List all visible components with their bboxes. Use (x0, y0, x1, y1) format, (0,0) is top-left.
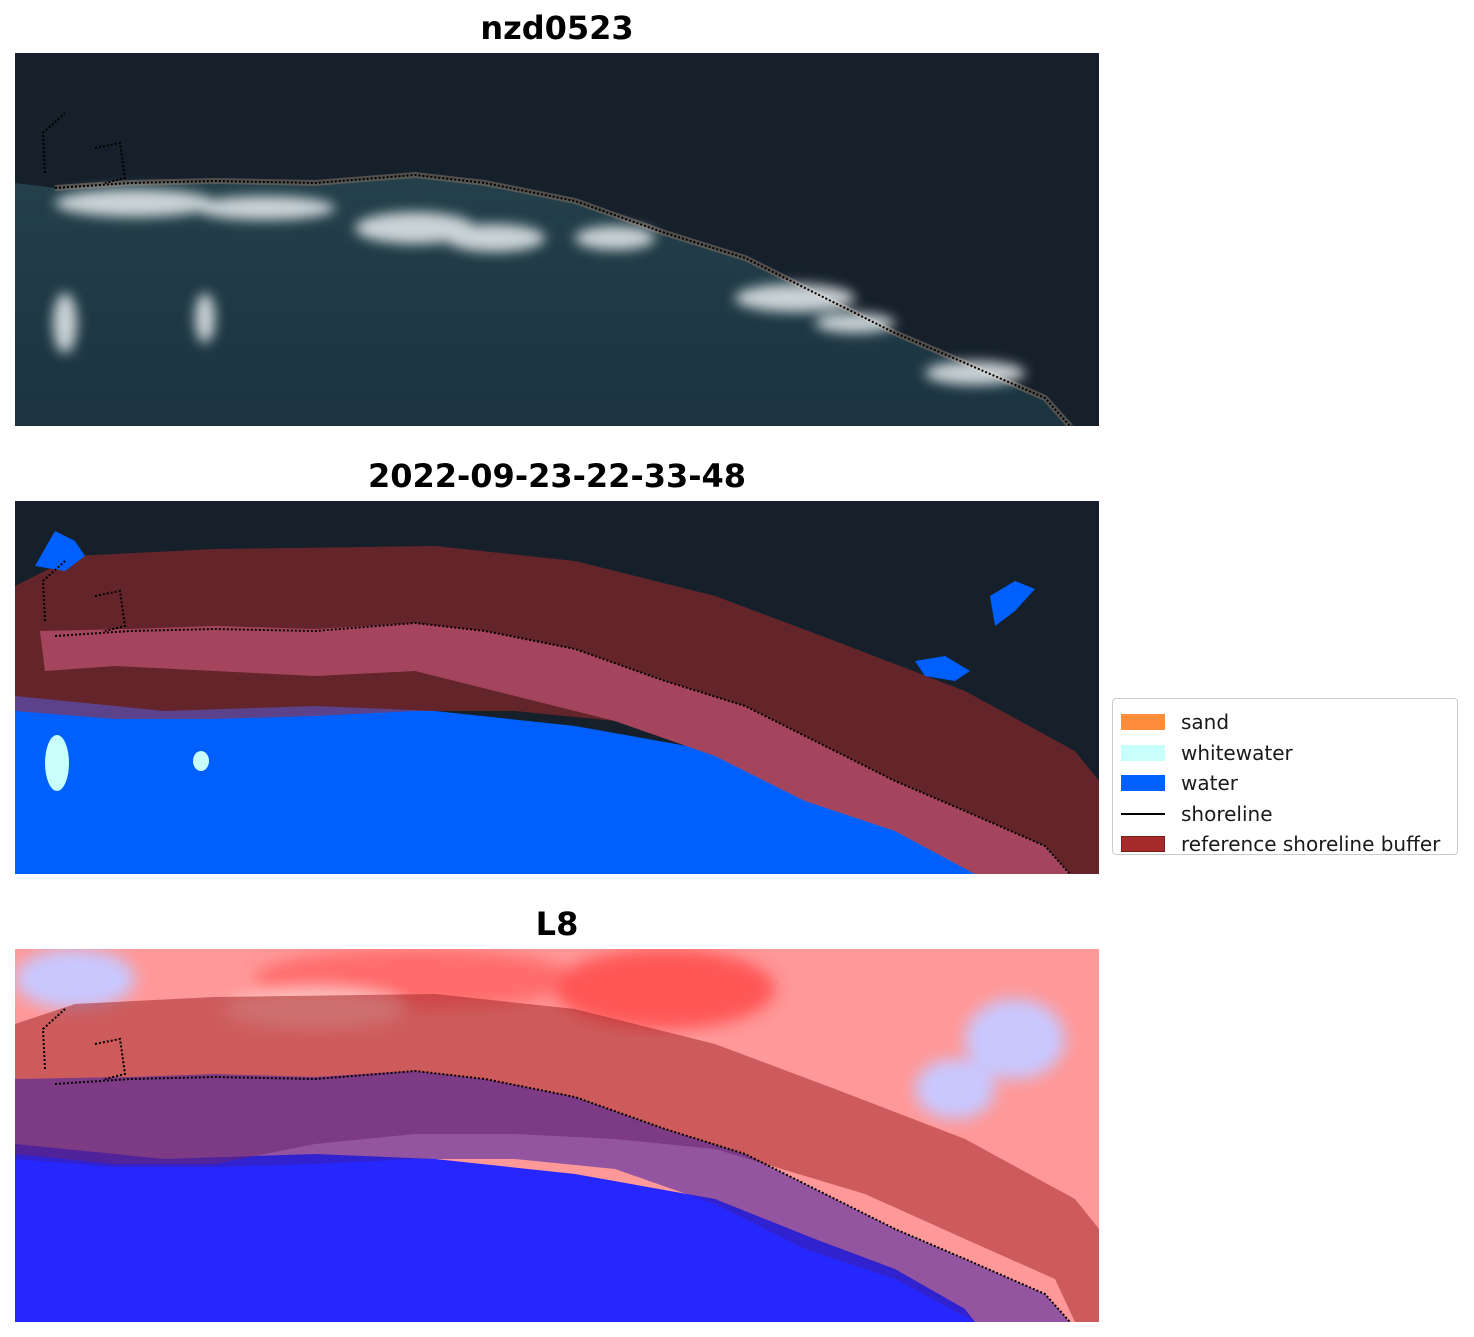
panel-title-index: L8 (535, 905, 579, 943)
negative-index-patches (15, 949, 1065, 1119)
nearshore-index (15, 1071, 1070, 1322)
legend-swatch-sand (1121, 714, 1165, 731)
shoreline-classification (41, 560, 1071, 874)
panel-title-classification: 2022-09-23-22-33-48 (367, 457, 747, 495)
legend-item-whitewater: whitewater (1121, 738, 1457, 769)
index-panel (15, 949, 1099, 1322)
legend-label: whitewater (1181, 740, 1293, 765)
water-class (15, 696, 975, 874)
sea-area (15, 175, 1075, 426)
shoreline-rgb (41, 112, 1071, 426)
water-index (15, 1144, 975, 1322)
legend-label: shoreline (1181, 801, 1273, 826)
reference-shoreline-buffer (15, 546, 1099, 874)
legend-swatch-whitewater (1121, 744, 1165, 761)
rgb-satellite-image (15, 53, 1099, 426)
legend-item-shoreline: shoreline (1121, 799, 1457, 830)
panel-title-rgb: nzd0523 (480, 9, 634, 47)
legend-item-water: water (1121, 768, 1457, 799)
legend-label: water (1181, 771, 1238, 796)
surf-whitewater (53, 189, 1025, 385)
legend-swatch-shoreline (1121, 812, 1165, 815)
rgb-image-panel (15, 53, 1099, 426)
legend-item-sand: sand (1121, 707, 1457, 738)
index-image (15, 949, 1099, 1322)
legend-item-buffer: reference shoreline buffer (1121, 829, 1457, 860)
shoreline-index (41, 1008, 1071, 1322)
legend: sand whitewater water shoreline referenc… (1112, 698, 1458, 856)
whitewater-patches (45, 735, 209, 791)
reference-shoreline-buffer (15, 994, 1099, 1322)
legend-label: sand (1181, 710, 1230, 735)
legend-swatch-water (1121, 775, 1165, 792)
classification-panel (15, 501, 1099, 874)
classification-image (15, 501, 1099, 874)
legend-swatch-buffer (1121, 836, 1165, 853)
legend-label: reference shoreline buffer (1181, 832, 1441, 857)
water-patches (35, 531, 1035, 681)
